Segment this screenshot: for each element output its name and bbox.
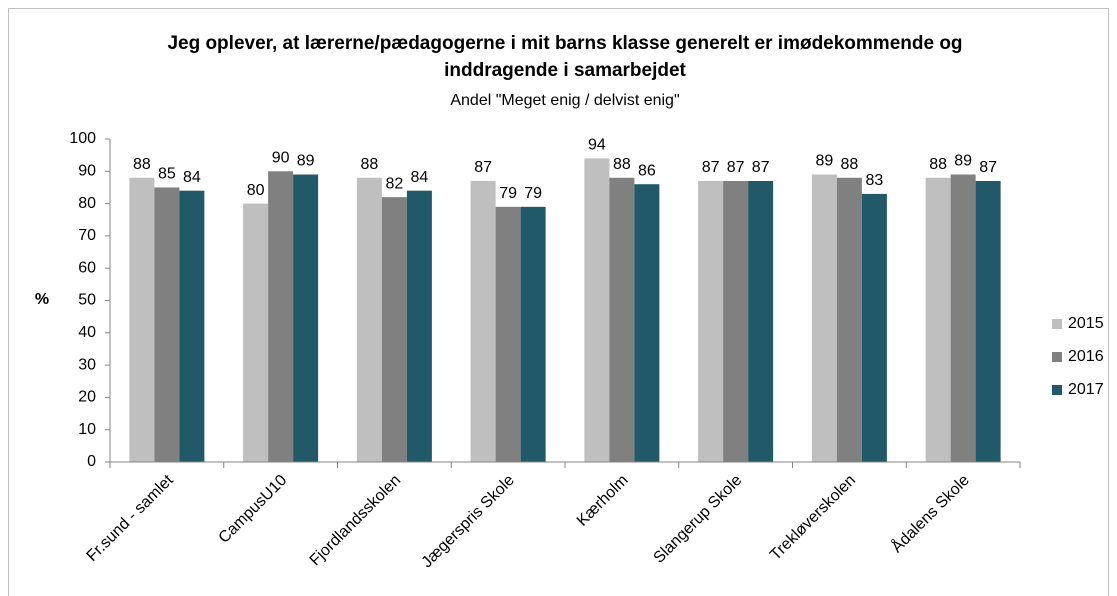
chart-subtitle: Andel "Meget enig / delvist enig" <box>450 92 679 109</box>
bar <box>836 177 862 462</box>
chart-frame <box>8 8 1109 596</box>
value-label: 87 <box>752 159 770 176</box>
x-tick-label: Fr.sund - samlet <box>84 471 178 565</box>
bar <box>356 177 382 462</box>
value-label: 86 <box>638 162 656 179</box>
value-label: 88 <box>133 156 151 173</box>
bar <box>723 180 749 463</box>
bar <box>268 171 294 463</box>
chart-title: Jeg oplever, at lærerne/pædagogerne i mi… <box>167 33 963 81</box>
bar <box>748 180 774 463</box>
bar <box>584 158 610 462</box>
bar <box>495 206 521 462</box>
value-label: 84 <box>410 169 428 186</box>
bar <box>698 180 724 463</box>
bar <box>470 180 496 463</box>
x-tick-label: Kærholm <box>574 472 632 530</box>
bar <box>634 184 660 462</box>
value-label: 89 <box>815 153 833 170</box>
value-label: 87 <box>702 159 720 176</box>
value-label: 79 <box>499 185 517 202</box>
value-label: 84 <box>183 169 201 186</box>
bar <box>609 177 635 462</box>
value-label: 79 <box>524 185 542 202</box>
y-tick-label: 100 <box>69 130 96 147</box>
legend-swatch <box>1052 385 1062 395</box>
y-tick-label: 60 <box>78 259 96 276</box>
value-label: 87 <box>727 159 745 176</box>
legend-swatch <box>1052 319 1062 329</box>
x-tick-label: Ådalens Skole <box>887 470 973 556</box>
value-label: 88 <box>360 156 378 173</box>
value-label: 85 <box>158 166 176 183</box>
x-tick-label: CampusU10 <box>216 472 291 547</box>
bar <box>381 197 407 462</box>
legend-label: 2016 <box>1068 348 1104 365</box>
bar <box>293 174 319 462</box>
bar <box>861 193 887 462</box>
value-label: 87 <box>474 159 492 176</box>
value-label: 83 <box>865 172 883 189</box>
bar <box>975 180 1001 463</box>
legend-swatch <box>1052 352 1062 362</box>
y-tick-label: 80 <box>78 195 96 212</box>
bar <box>950 174 976 462</box>
y-tick-label: 70 <box>78 227 96 244</box>
y-tick-label: 0 <box>87 453 96 470</box>
value-label: 90 <box>272 150 290 167</box>
value-label: 88 <box>929 156 947 173</box>
y-tick-label: 10 <box>78 421 96 438</box>
x-tick-label: Fjordlandsskolen <box>307 472 405 570</box>
value-label: 89 <box>297 153 315 170</box>
bar <box>129 177 155 462</box>
bar <box>179 190 205 462</box>
x-tick-label: Trekløverskolen <box>767 472 859 564</box>
value-label: 94 <box>588 137 606 154</box>
legend-label: 2017 <box>1068 381 1104 398</box>
bar <box>811 174 837 462</box>
bar <box>520 206 546 462</box>
bar <box>925 177 951 462</box>
bar <box>243 203 269 462</box>
value-label: 88 <box>613 156 631 173</box>
value-label: 80 <box>247 182 265 199</box>
value-label: 82 <box>385 175 403 192</box>
bar <box>406 190 432 462</box>
x-tick-label: Jægerspris Skole <box>419 472 519 572</box>
legend-label: 2015 <box>1068 315 1104 332</box>
x-tick-label: Slangerup Skole <box>650 472 745 567</box>
bar <box>154 187 180 462</box>
y-tick-label: 20 <box>78 389 96 406</box>
y-tick-label: 50 <box>78 292 96 309</box>
y-axis-label: % <box>35 291 49 308</box>
value-label: 88 <box>840 156 858 173</box>
value-label: 89 <box>954 153 972 170</box>
y-tick-label: 40 <box>78 324 96 341</box>
y-tick-label: 90 <box>78 163 96 180</box>
y-tick-label: 30 <box>78 356 96 373</box>
value-label: 87 <box>979 159 997 176</box>
